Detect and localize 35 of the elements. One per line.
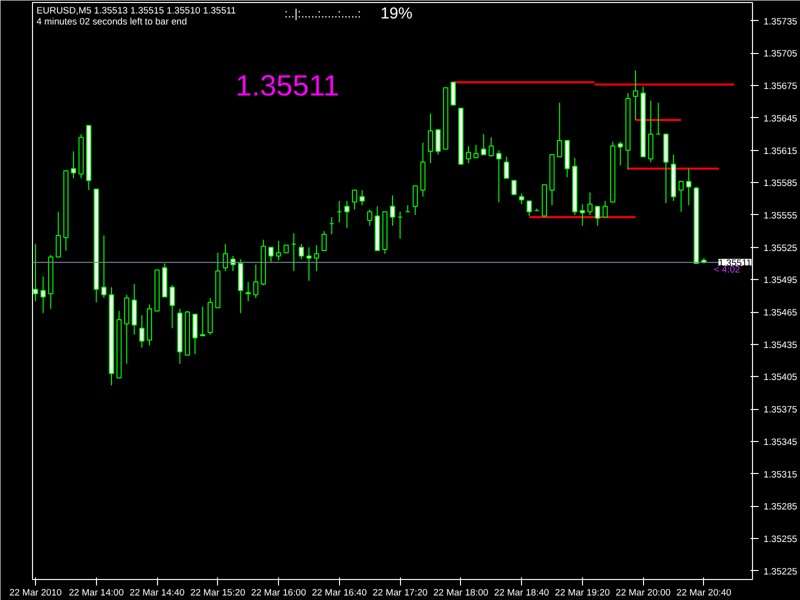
y-tick-label: 1.35405 bbox=[764, 372, 798, 382]
y-tick-label: 1.35225 bbox=[764, 566, 798, 576]
y-tick-label: 1.35705 bbox=[764, 48, 798, 59]
y-tick-label: 1.35285 bbox=[764, 502, 798, 512]
x-tick-label: 22 Mar 14:00 bbox=[68, 588, 124, 598]
x-tick-label: 22 Mar 2010 bbox=[9, 588, 62, 598]
x-tick-label: 22 Mar 20:40 bbox=[676, 588, 732, 598]
y-tick-label: 1.35495 bbox=[764, 275, 798, 286]
annotation: 1.35511 bbox=[236, 70, 340, 102]
y-tick-label: 1.35255 bbox=[764, 534, 798, 544]
y-tick-label: 1.35315 bbox=[764, 469, 798, 480]
x-tick-label: 22 Mar 18:00 bbox=[433, 588, 488, 598]
y-tick-label: 1.35675 bbox=[764, 81, 798, 92]
y-tick-label: 1.35585 bbox=[764, 178, 798, 188]
x-tick-label: 22 Mar 18:40 bbox=[494, 588, 550, 598]
y-tick-label: 1.35345 bbox=[764, 436, 798, 447]
text: 4 minutes 02 seconds left to bar end bbox=[36, 16, 187, 26]
x-tick-label: 22 Mar 19:20 bbox=[554, 588, 610, 598]
chart-title: EURUSD,M5 1.35513 1.35515 1.35510 1.35511 bbox=[36, 6, 236, 16]
x-tick-label: 22 Mar 20:00 bbox=[616, 588, 671, 598]
annotation: 19% bbox=[380, 6, 413, 22]
y-tick-label: 1.35465 bbox=[764, 308, 798, 318]
y-tick-label: 1.35525 bbox=[764, 242, 798, 253]
x-tick-label: 22 Mar 15:20 bbox=[190, 588, 246, 598]
y-tick-label: 1.35555 bbox=[764, 210, 798, 220]
y-tick-label: 1.35375 bbox=[764, 404, 798, 415]
x-tick-label: 22 Mar 17:20 bbox=[372, 588, 428, 598]
x-tick-label: 22 Mar 14:40 bbox=[130, 588, 185, 598]
x-tick-label: 22 Mar 16:40 bbox=[312, 588, 367, 598]
x-tick-label: 22 Mar 16:00 bbox=[251, 588, 306, 598]
y-tick-label: 1.35735 bbox=[764, 16, 798, 26]
annotation: :..|:.....:.....:.....: bbox=[284, 6, 361, 20]
y-tick-label: 1.35435 bbox=[764, 340, 798, 350]
y-tick-label: 1.35645 bbox=[764, 113, 798, 124]
y-tick-label: 1.35615 bbox=[764, 146, 798, 156]
